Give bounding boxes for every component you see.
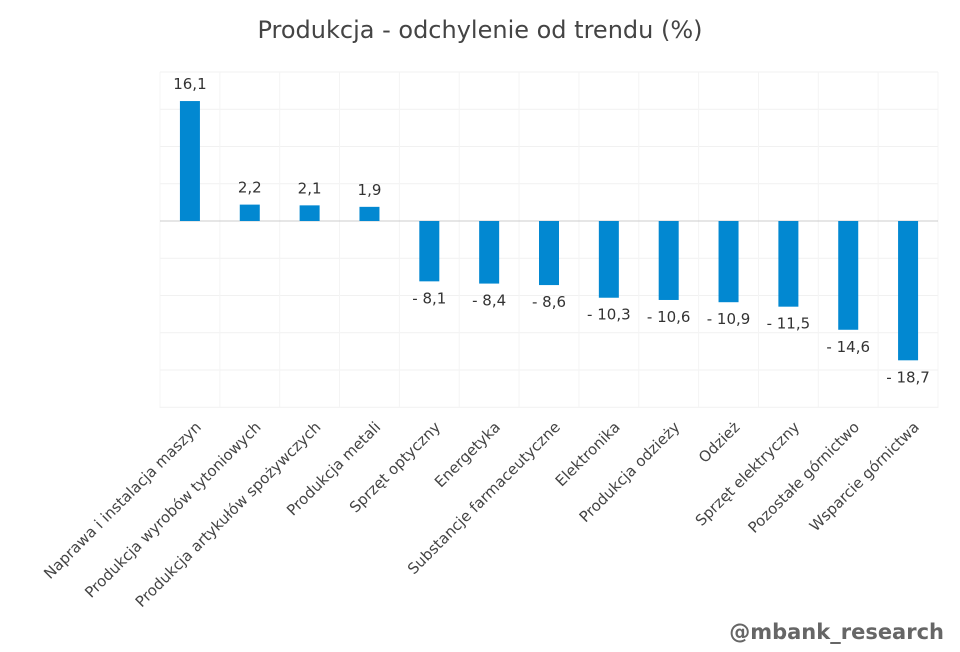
data-label: - 8,1 (412, 289, 446, 307)
bar (898, 221, 919, 361)
category-label: Pozostałe górnictwo (744, 418, 863, 537)
bar (838, 221, 859, 330)
data-label: - 10,6 (647, 308, 691, 326)
data-label: - 10,3 (587, 306, 631, 324)
bar (718, 221, 739, 303)
category-label: Wsparcie górnictwa (806, 418, 923, 535)
bar (299, 205, 320, 221)
data-label: - 8,6 (532, 293, 566, 311)
category-label: Odzież (695, 418, 744, 467)
bar (419, 221, 440, 282)
watermark: @mbank_research (729, 620, 944, 644)
data-label: - 8,4 (472, 292, 506, 310)
bar (479, 221, 500, 284)
chart-title: Produkcja - odchylenie od trendu (%) (257, 16, 703, 44)
data-label: 2,1 (298, 179, 322, 197)
data-label: - 11,5 (767, 315, 811, 333)
data-label: - 10,9 (707, 310, 751, 328)
data-label: 1,9 (358, 181, 382, 199)
bar (539, 221, 559, 286)
category-label: Sprzęt elektryczny (692, 418, 804, 530)
category-label: Produkcja odzieży (576, 418, 684, 526)
data-label: - 14,6 (826, 338, 870, 356)
bar (658, 221, 679, 300)
bar (359, 206, 380, 221)
data-label: - 18,7 (886, 368, 930, 386)
bar (598, 221, 619, 298)
data-label: 16,1 (173, 75, 206, 93)
bar (239, 204, 260, 221)
bar (179, 101, 200, 221)
bar (778, 221, 799, 307)
data-label: 2,2 (238, 179, 262, 197)
